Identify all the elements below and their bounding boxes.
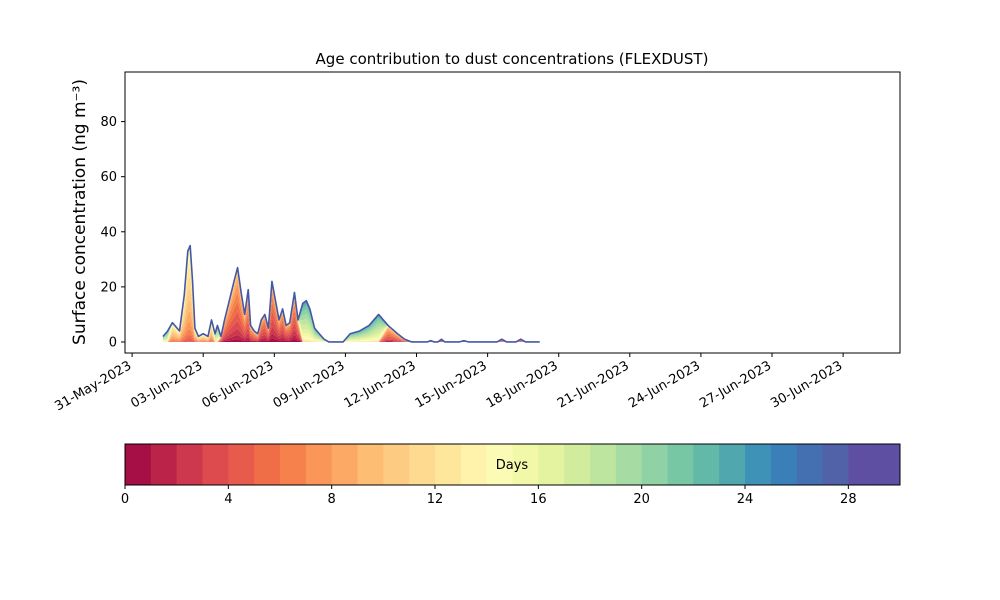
age-bin-area-22	[162, 245, 540, 342]
age-bin-area-20	[162, 245, 540, 342]
age-bin-area-25	[162, 245, 540, 342]
plot-frame	[124, 71, 901, 354]
age-bin-area-2	[162, 326, 540, 342]
colorbar-frame	[124, 443, 901, 486]
colorbar-segment	[202, 444, 229, 485]
colorbar-tick-label: 12	[427, 492, 444, 507]
x-tick-label: 06-Jun-2023	[199, 358, 276, 411]
y-tick-label: 40	[100, 225, 117, 240]
x-tick-label: 03-Jun-2023	[128, 358, 205, 411]
age-bin-area-28	[162, 245, 540, 342]
y-tick-label: 60	[100, 170, 117, 185]
age-bin-area-26	[162, 245, 540, 342]
colorbar-segment	[460, 444, 488, 485]
age-bin-area-15	[162, 249, 540, 342]
x-tick-label: 12-Jun-2023	[342, 358, 419, 411]
colorbar-segment	[280, 444, 307, 485]
colorbar-segment	[874, 444, 901, 485]
age-bin-area-21	[162, 245, 540, 342]
x-tick-label: 15-Jun-2023	[413, 358, 490, 411]
colorbar-segment	[538, 444, 565, 485]
age-bin-area-23	[162, 245, 540, 342]
x-tick-label: 09-Jun-2023	[271, 358, 348, 411]
axes: 0 20 40 60 80 31-May-202303-Jun-202306-Jun-20…	[52, 71, 901, 414]
colorbar-segment	[693, 444, 720, 485]
colorbar-label: Days	[496, 458, 529, 473]
y-tick-label: 80	[100, 115, 117, 130]
colorbar-tick-label: 16	[530, 492, 547, 507]
colorbar-segment	[770, 444, 798, 485]
age-bin-area-18	[162, 245, 540, 342]
colorbar-segment	[435, 444, 462, 485]
colorbar-tick-label: 28	[840, 492, 857, 507]
total-concentration-line	[162, 244, 540, 343]
colorbar-segment	[745, 444, 772, 485]
age-bin-area-27	[162, 245, 540, 342]
colorbar-segment	[667, 444, 694, 485]
colorbar-segment	[822, 444, 849, 485]
x-tick-label: 18-Jun-2023	[484, 358, 561, 411]
age-bin-area-17	[162, 246, 540, 342]
colorbar-segment	[486, 444, 513, 485]
age-bin-area-24	[162, 245, 540, 342]
x-tick-label: 31-May-2023	[52, 358, 134, 414]
y-tick-label: 0	[109, 335, 117, 350]
age-bin-area-1	[162, 332, 540, 342]
colorbar-tick-label: 8	[328, 492, 336, 507]
colorbar: 0 4 8 12 16 20 24 28	[121, 443, 901, 507]
x-tick-label: 27-Jun-2023	[697, 358, 774, 411]
x-tick-label: 30-Jun-2023	[768, 358, 845, 411]
colorbar-segment	[564, 444, 591, 485]
colorbar-segment	[590, 444, 617, 485]
age-bin-area-19	[162, 245, 540, 342]
colorbar-segment	[357, 444, 384, 485]
colorbar-tick-label: 20	[633, 492, 650, 507]
y-axis-label: Surface concentration (ng m⁻³)	[70, 79, 90, 345]
y-tick-label: 20	[100, 280, 117, 295]
colorbar-segment	[228, 444, 255, 485]
colorbar-segment	[150, 444, 178, 485]
colorbar-segment	[254, 444, 281, 485]
colorbar-segment	[331, 444, 358, 485]
x-tick-label: 24-Jun-2023	[626, 358, 703, 411]
colorbar-tick-label: 24	[737, 492, 754, 507]
colorbar-segment	[383, 444, 410, 485]
x-tick-label: 21-Jun-2023	[555, 358, 632, 411]
colorbar-segment	[409, 444, 436, 485]
colorbar-segment	[641, 444, 668, 485]
age-bin-area-0	[162, 338, 540, 342]
colorbar-segment	[305, 444, 333, 485]
colorbar-segment	[796, 444, 823, 485]
colorbar-segment	[125, 444, 152, 485]
colorbar-segment	[719, 444, 746, 485]
age-bin-area-16	[162, 247, 540, 342]
age-bin-area-14	[162, 253, 540, 342]
colorbar-segment	[615, 444, 643, 485]
chart-title: Age contribution to dust concentrations …	[316, 50, 709, 68]
plot-area	[162, 244, 540, 343]
colorbar-tick-label: 0	[121, 492, 129, 507]
colorbar-segment	[848, 444, 875, 485]
colorbar-segment	[512, 444, 539, 485]
colorbar-segment	[176, 444, 203, 485]
age-bin-area-29	[162, 245, 540, 342]
colorbar-tick-label: 4	[224, 492, 232, 507]
